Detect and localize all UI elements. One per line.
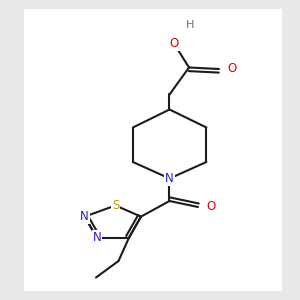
Text: H: H	[186, 20, 195, 31]
Text: O: O	[169, 37, 178, 50]
Text: N: N	[80, 210, 89, 223]
Text: O: O	[206, 200, 216, 214]
Text: O: O	[227, 62, 237, 76]
Bar	[24, 9, 282, 291]
Text: N: N	[165, 172, 174, 185]
Text: N: N	[92, 231, 101, 244]
Text: S: S	[112, 199, 119, 212]
